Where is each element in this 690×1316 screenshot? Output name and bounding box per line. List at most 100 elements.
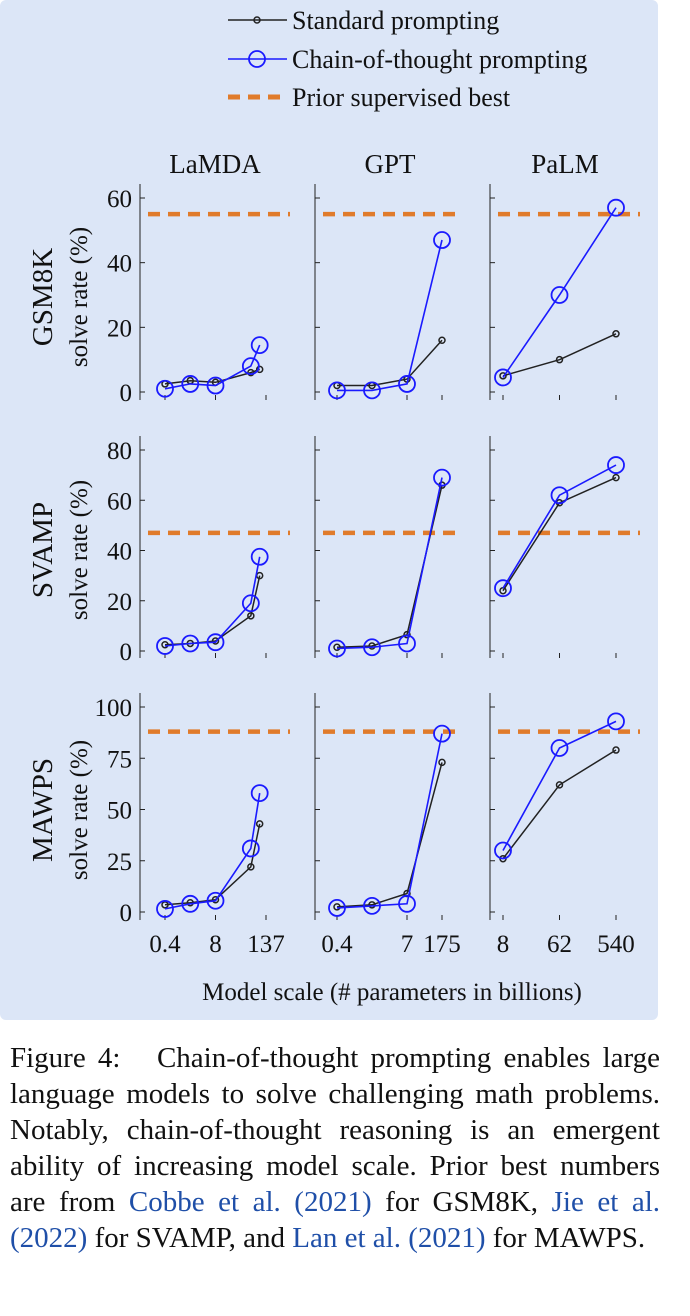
cot-point-lamda-gsm8k-0 (156, 379, 174, 398)
x-tick-label-lamda-1: 8 (209, 931, 222, 958)
standard-line-gpt-svamp (336, 485, 443, 648)
cot-point-gpt-svamp-0 (328, 639, 346, 658)
panel-lamda-svamp: 0 20 40 60 80 (107, 436, 290, 666)
standard-point-palm-mawps-2 (612, 746, 620, 754)
standard-line-palm-mawps (502, 749, 617, 860)
citation-lan[interactable]: Lan et al. (2021) (292, 1222, 486, 1254)
standard-line-gpt-mawps (336, 762, 443, 908)
cot-point-gpt-gsm8k-0 (328, 381, 346, 400)
panels: 0 20 40 60 0 20 40 60 80 0 25 50 75 100 0.4 8 137 0.4 7 175… (95, 184, 640, 958)
x-axis-title: Model scale (# parameters in billions) (202, 979, 582, 1006)
cot-line-lamda-mawps (164, 792, 261, 910)
y-tick-label-lamda-mawps-100: 100 (95, 695, 133, 722)
citation-cobbe[interactable]: Cobbe et al. (2021) (128, 1186, 372, 1218)
legend-standard-marker (253, 16, 261, 24)
legend-item-prior: Prior supervised best (228, 83, 511, 112)
cot-point-palm-gsm8k-0 (494, 368, 512, 387)
cot-point-gpt-mawps-1 (363, 896, 381, 915)
caption-text-3: for SVAMP, and (94, 1222, 285, 1254)
panel-lamda-mawps: 0 25 50 75 100 0.4 8 137 (95, 693, 290, 958)
y-tick-label-lamda-svamp-80: 80 (107, 438, 132, 465)
y-tick-label-lamda-mawps-25: 25 (107, 849, 132, 876)
standard-point-lamda-mawps-4 (255, 820, 264, 828)
cot-line-gpt-gsm8k (337, 239, 443, 392)
legend-prior-label: Prior supervised best (292, 83, 511, 112)
citation-jie[interactable]: Jie et al. (2022) (10, 1186, 661, 1254)
y-tick-label-lamda-gsm8k-60: 60 (107, 186, 132, 213)
x-tick-label-lamda-0: 0.4 (149, 931, 181, 958)
x-tick-label-palm-2: 540 (597, 931, 635, 958)
standard-point-gpt-mawps-0 (333, 903, 341, 911)
cot-line-lamda-svamp (164, 556, 261, 647)
panel-lamda-gsm8k: 0 20 40 60 (107, 184, 290, 407)
standard-point-lamda-mawps-3 (247, 863, 255, 871)
standard-point-palm-svamp-2 (612, 473, 620, 482)
cot-line-palm-mawps (502, 720, 617, 851)
cot-point-lamda-svamp-4 (250, 547, 269, 566)
cot-point-lamda-gsm8k-3 (241, 357, 260, 376)
row-ylabel-svamp: solve rate (%) (66, 480, 93, 620)
cot-line-palm-gsm8k (502, 207, 617, 378)
x-tick-label-gpt-0: 0.4 (321, 931, 353, 958)
cot-point-palm-mawps-1 (550, 739, 569, 757)
x-tick-label-lamda-2: 137 (247, 931, 285, 958)
row-title-svamp: SVAMP (27, 502, 59, 598)
standard-point-palm-gsm8k-2 (612, 330, 620, 338)
cot-point-palm-svamp-2 (607, 456, 625, 474)
y-tick-label-lamda-gsm8k-20: 20 (107, 315, 132, 342)
x-tick-label-palm-0: 8 (497, 931, 510, 958)
cot-point-lamda-mawps-3 (241, 839, 260, 858)
caption-label: Figure 4: (10, 1042, 121, 1074)
x-tick-label-gpt-2: 175 (423, 931, 461, 958)
standard-line-palm-gsm8k (502, 333, 617, 377)
legend-item-cot: Chain-of-thought prompting (228, 45, 587, 74)
row-ylabel-mawps: solve rate (%) (66, 740, 93, 880)
panel-gpt-svamp (314, 436, 462, 658)
standard-point-lamda-mawps-2 (211, 895, 220, 904)
cot-point-lamda-svamp-3 (241, 594, 260, 613)
standard-point-gpt-mawps-1 (368, 901, 376, 909)
cot-point-gpt-svamp-1 (363, 638, 381, 657)
row-title-gsm8k: GSM8K (27, 248, 59, 346)
cot-point-gpt-svamp-2 (398, 634, 416, 653)
cot-point-gpt-mawps-3 (433, 724, 451, 743)
panel-gpt-gsm8k (314, 184, 462, 400)
caption-text-4: for MAWPS. (492, 1222, 646, 1254)
caption-text-1: Chain-of-thought prompting enables large… (10, 1042, 661, 1218)
figure-panel (0, 0, 658, 1020)
cot-point-gpt-mawps-0 (328, 899, 346, 917)
standard-point-gpt-mawps-3 (438, 758, 446, 767)
standard-line-gpt-gsm8k (337, 339, 443, 387)
cot-line-palm-svamp (502, 464, 617, 589)
cot-point-gpt-svamp-3 (433, 468, 451, 487)
cot-point-gpt-gsm8k-3 (433, 231, 451, 249)
cot-point-palm-gsm8k-1 (550, 286, 569, 304)
panel-palm-svamp (489, 436, 640, 658)
standard-point-gpt-svamp-1 (368, 642, 376, 650)
standard-point-gpt-gsm8k-3 (438, 336, 446, 345)
legend-cot-label: Chain-of-thought prompting (292, 45, 587, 74)
cot-point-palm-mawps-2 (607, 712, 625, 731)
panel-palm-mawps: 8 62 540 (489, 693, 640, 958)
x-tick-label-palm-1: 62 (547, 931, 572, 958)
cot-point-palm-svamp-0 (494, 579, 512, 598)
standard-point-lamda-svamp-3 (247, 612, 255, 620)
cot-point-gpt-gsm8k-1 (363, 381, 381, 400)
cot-point-lamda-mawps-1 (181, 894, 200, 913)
caption-text-2: for GSM8K, (385, 1186, 539, 1218)
legend-cot-marker (248, 50, 266, 68)
y-tick-label-lamda-svamp-20: 20 (107, 589, 132, 616)
cot-point-lamda-svamp-0 (156, 637, 174, 655)
cot-line-gpt-svamp (336, 477, 443, 650)
cot-point-lamda-mawps-2 (206, 891, 225, 910)
legend: Standard prompting Chain-of-thought prom… (228, 6, 587, 112)
panel-gpt-mawps: 0.4 7 175 (314, 693, 462, 958)
standard-point-gpt-svamp-2 (403, 630, 411, 639)
cot-point-palm-mawps-0 (494, 841, 512, 860)
legend-standard-label: Standard prompting (292, 6, 499, 35)
cot-point-lamda-mawps-0 (156, 900, 174, 918)
standard-point-lamda-mawps-0 (161, 901, 169, 909)
figure-caption: Figure 4: Chain-of-thought prompting ena… (10, 1040, 660, 1256)
cot-point-palm-gsm8k-2 (607, 198, 625, 217)
standard-point-palm-mawps-1 (555, 781, 564, 789)
